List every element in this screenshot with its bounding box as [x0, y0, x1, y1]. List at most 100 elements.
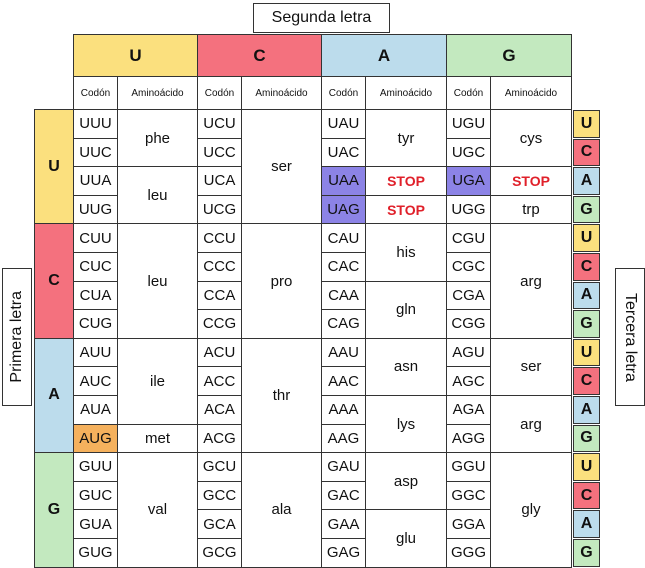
codon-cell: UAG — [321, 194, 366, 225]
amino-acid-cys: cys — [490, 109, 572, 168]
third-letter-A: A — [573, 510, 600, 538]
codon-cell: CGC — [446, 252, 491, 282]
amino-column-header: Aminoácido — [490, 76, 572, 110]
codon-cell: CCA — [197, 280, 242, 311]
codon-cell: AUU — [73, 337, 118, 368]
third-letter-U: U — [573, 338, 600, 367]
amino-acid-his: his — [365, 223, 447, 282]
amino-acid-arg: arg — [490, 223, 572, 339]
codon-cell: UGU — [446, 109, 491, 139]
codon-cell: UUA — [73, 166, 118, 196]
amino-acid-thr: thr — [241, 337, 322, 454]
first-letter-title: Primera letra — [2, 268, 32, 406]
codon-cell: UCC — [197, 137, 242, 168]
amino-acid-asn: asn — [365, 337, 447, 396]
amino-acid-glu: glu — [365, 509, 447, 568]
codon-cell: UGC — [446, 137, 491, 168]
codon-column-header: Codón — [321, 76, 366, 110]
codon-cell: CGU — [446, 223, 491, 253]
third-letter-G: G — [573, 310, 600, 338]
second-letter-header-G: G — [446, 34, 572, 77]
codon-cell: ACA — [197, 395, 242, 425]
codon-cell: GCG — [197, 538, 242, 568]
codon-cell: GGC — [446, 480, 491, 511]
codon-cell: CAA — [321, 280, 366, 311]
first-letter-A: A — [34, 337, 74, 454]
second-letter-header-A: A — [321, 34, 447, 77]
codon-cell: AAA — [321, 395, 366, 425]
codon-cell: CUA — [73, 280, 118, 311]
codon-cell: UAC — [321, 137, 366, 168]
codon-cell: AUG — [73, 423, 118, 454]
third-letter-A: A — [573, 167, 600, 195]
third-letter-title-text: Tercera letra — [622, 292, 639, 382]
codon-cell: CGG — [446, 309, 491, 339]
first-letter-G: G — [34, 452, 74, 568]
stop-label: STOP — [365, 194, 447, 225]
third-letter-G: G — [573, 195, 600, 224]
codon-column-header: Codón — [446, 76, 491, 110]
amino-acid-pro: pro — [241, 223, 322, 339]
amino-acid-lys: lys — [365, 395, 447, 454]
amino-column-header: Aminoácido — [241, 76, 322, 110]
amino-acid-leu: leu — [117, 223, 198, 339]
amino-acid-ala: ala — [241, 452, 322, 568]
amino-column-header: Aminoácido — [117, 76, 198, 110]
codon-cell: ACC — [197, 366, 242, 396]
codon-cell: GAA — [321, 509, 366, 539]
amino-acid-phe: phe — [117, 109, 198, 168]
codon-cell: GGA — [446, 509, 491, 539]
amino-column-header: Aminoácido — [365, 76, 447, 110]
stop-label: STOP — [365, 166, 447, 196]
codon-cell: CUG — [73, 309, 118, 339]
codon-cell: UCU — [197, 109, 242, 139]
third-letter-G: G — [573, 424, 600, 453]
codon-cell: CCC — [197, 252, 242, 282]
codon-cell: ACU — [197, 337, 242, 368]
codon-cell: GCU — [197, 452, 242, 482]
third-letter-U: U — [573, 224, 600, 252]
first-letter-title-text: Primera letra — [8, 291, 25, 383]
codon-cell: AUA — [73, 395, 118, 425]
amino-acid-ile: ile — [117, 337, 198, 425]
codon-cell: UUC — [73, 137, 118, 168]
codon-cell: GGU — [446, 452, 491, 482]
amino-acid-val: val — [117, 452, 198, 568]
codon-cell: CGA — [446, 280, 491, 311]
codon-cell: AAU — [321, 337, 366, 368]
amino-acid-trp: trp — [490, 194, 572, 225]
codon-cell: UCG — [197, 194, 242, 225]
codon-cell: GUA — [73, 509, 118, 539]
codon-cell: UGA — [446, 166, 491, 196]
amino-acid-gln: gln — [365, 280, 447, 339]
first-letter-C: C — [34, 223, 74, 339]
second-letter-header-C: C — [197, 34, 322, 77]
amino-acid-gly: gly — [490, 452, 572, 568]
codon-cell: AAG — [321, 423, 366, 454]
codon-cell: GUU — [73, 452, 118, 482]
third-letter-C: C — [573, 138, 600, 167]
codon-cell: CCU — [197, 223, 242, 253]
third-letter-A: A — [573, 396, 600, 424]
amino-acid-ser: ser — [241, 109, 322, 225]
codon-cell: UAU — [321, 109, 366, 139]
codon-cell: UAA — [321, 166, 366, 196]
codon-cell: AUC — [73, 366, 118, 396]
codon-cell: ACG — [197, 423, 242, 454]
codon-column-header: Codón — [197, 76, 242, 110]
codon-cell: AAC — [321, 366, 366, 396]
first-letter-U: U — [34, 109, 74, 225]
codon-cell: AGG — [446, 423, 491, 454]
codon-cell: UUU — [73, 109, 118, 139]
codon-cell: CAC — [321, 252, 366, 282]
amino-acid-leu: leu — [117, 166, 198, 225]
codon-cell: AGA — [446, 395, 491, 425]
codon-cell: UCA — [197, 166, 242, 196]
amino-acid-ser: ser — [490, 337, 572, 396]
codon-cell: CAG — [321, 309, 366, 339]
third-letter-A: A — [573, 281, 600, 310]
amino-acid-tyr: tyr — [365, 109, 447, 168]
codon-cell: AGU — [446, 337, 491, 368]
codon-cell: CUC — [73, 252, 118, 282]
codon-cell: CAU — [321, 223, 366, 253]
